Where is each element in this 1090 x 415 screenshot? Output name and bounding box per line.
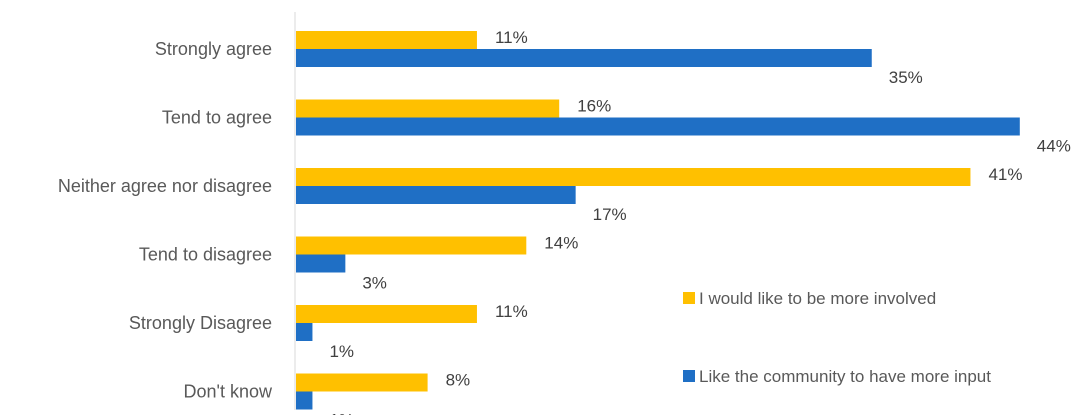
legend-swatch-involved xyxy=(683,292,695,304)
category-label-don-t-know: Don't know xyxy=(184,382,273,402)
data-labels: 11% 35% 16% 44% 41% 17% 14% 3% 11% 1% 8% 1% xyxy=(329,28,1070,415)
community-value-label-tend-to-disagree: 3% xyxy=(362,274,387,293)
involved-value-label-strongly-disagree: 11% xyxy=(495,302,528,321)
community-value-label-tend-to-agree: 44% xyxy=(1037,137,1071,156)
community-value-label-neither-agree-nor-disagree: 17% xyxy=(593,205,627,224)
involved-value-label-tend-to-disagree: 14% xyxy=(544,234,578,253)
category-label-tend-to-disagree: Tend to disagree xyxy=(139,245,272,265)
involved-value-label-strongly-agree: 11% xyxy=(495,28,528,47)
involved-value-label-tend-to-agree: 16% xyxy=(577,97,611,116)
community-bar-neither-agree-nor-disagree xyxy=(296,186,576,204)
involved-value-label-don-t-know: 8% xyxy=(446,371,471,390)
involved-bar-tend-to-agree xyxy=(296,99,560,118)
involved-value-label-neither-agree-nor-disagree: 41% xyxy=(988,165,1022,184)
community-bar-strongly-disagree xyxy=(296,323,313,341)
community-bar-strongly-agree xyxy=(296,49,872,67)
involved-bar-strongly-disagree xyxy=(296,305,477,323)
involved-bar-strongly-agree xyxy=(296,31,477,49)
legend-label-community: Like the community to have more input xyxy=(699,367,991,386)
involved-bar-don-t-know xyxy=(296,373,428,392)
legend: I would like to be more involved Like the… xyxy=(683,289,991,386)
involved-bar-tend-to-disagree xyxy=(296,236,527,255)
community-value-label-strongly-agree: 35% xyxy=(889,68,923,87)
community-bar-don-t-know xyxy=(296,391,313,410)
category-label-strongly-agree: Strongly agree xyxy=(155,39,272,59)
category-label-tend-to-agree: Tend to agree xyxy=(162,108,272,128)
category-label-neither-agree-nor-disagree: Neither agree nor disagree xyxy=(58,176,272,196)
category-labels: Strongly agree Tend to agree Neither agree… xyxy=(58,39,273,402)
legend-label-involved: I would like to be more involved xyxy=(699,289,936,308)
community-value-label-strongly-disagree: 1% xyxy=(329,342,354,361)
bars xyxy=(296,31,1020,410)
community-bar-tend-to-disagree xyxy=(296,254,346,273)
category-label-strongly-disagree: Strongly Disagree xyxy=(129,313,272,333)
involved-bar-neither-agree-nor-disagree xyxy=(296,168,971,186)
community-bar-tend-to-agree xyxy=(296,117,1020,136)
legend-swatch-community xyxy=(683,370,695,382)
community-value-label-don-t-know: 1% xyxy=(329,411,354,415)
